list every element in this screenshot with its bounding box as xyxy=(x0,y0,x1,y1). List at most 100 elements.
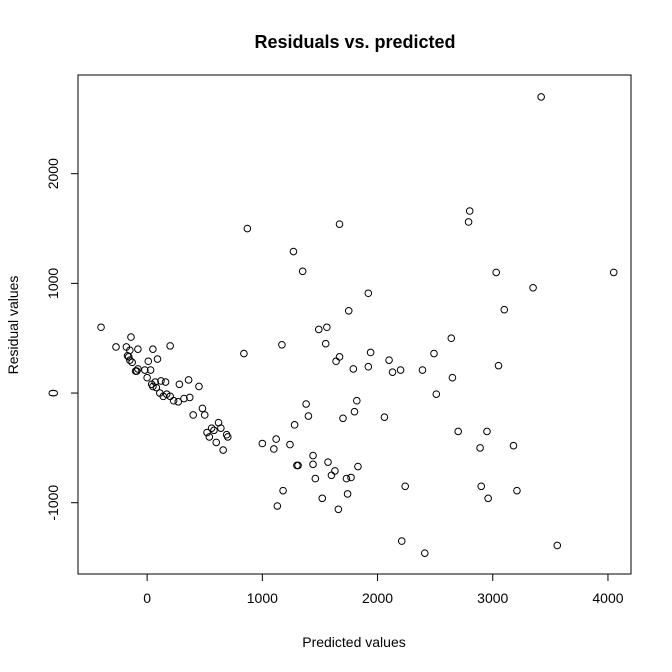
y-tick-label: -1000 xyxy=(45,485,61,521)
x-axis: 0 1000 2000 3000 4000 xyxy=(143,573,624,606)
y-axis: -1000 0 1000 2000 xyxy=(45,158,79,521)
data-point xyxy=(298,267,307,276)
x-tick-label: 1000 xyxy=(247,590,278,606)
data-point xyxy=(334,505,343,514)
data-point xyxy=(553,541,562,550)
data-point xyxy=(169,396,178,405)
chart-title: Residuals vs. predicted xyxy=(254,32,455,52)
data-point xyxy=(175,380,184,389)
data-point xyxy=(332,357,340,366)
data-point xyxy=(203,428,211,437)
data-point xyxy=(128,358,136,367)
data-point xyxy=(454,427,462,436)
data-point xyxy=(180,394,188,403)
data-point xyxy=(500,305,509,314)
data-points xyxy=(97,93,618,557)
data-point xyxy=(483,427,491,436)
data-point xyxy=(286,440,294,449)
data-point xyxy=(342,474,351,483)
data-point xyxy=(290,421,299,429)
data-point xyxy=(354,462,362,471)
data-point xyxy=(112,343,120,351)
data-point xyxy=(212,438,221,447)
data-point xyxy=(418,366,427,374)
data-point xyxy=(289,247,298,256)
data-point xyxy=(97,323,105,332)
data-point xyxy=(270,445,278,453)
data-point xyxy=(397,537,406,545)
data-point xyxy=(153,355,162,363)
data-point xyxy=(195,382,203,391)
data-point xyxy=(279,486,287,495)
data-point xyxy=(311,474,320,483)
data-point xyxy=(304,412,313,420)
x-tick-label: 0 xyxy=(143,590,151,606)
data-point xyxy=(198,404,207,413)
data-point xyxy=(185,393,194,402)
data-point xyxy=(127,333,135,341)
data-point xyxy=(385,356,393,364)
data-point xyxy=(484,494,492,503)
data-point xyxy=(217,424,225,432)
data-point xyxy=(537,93,545,101)
data-point xyxy=(344,306,353,315)
x-tick-label: 3000 xyxy=(477,590,508,606)
data-point xyxy=(309,460,317,469)
data-point xyxy=(149,345,157,353)
data-point xyxy=(343,490,352,498)
y-axis-label: Residual values xyxy=(5,276,21,375)
data-point xyxy=(141,366,149,374)
data-point xyxy=(476,444,484,452)
data-point xyxy=(366,348,375,357)
data-point xyxy=(447,334,456,343)
data-point xyxy=(388,368,397,377)
data-point xyxy=(134,345,142,353)
data-point xyxy=(166,342,174,350)
data-point xyxy=(321,339,330,348)
data-point xyxy=(339,414,347,423)
data-point xyxy=(609,268,618,277)
data-point xyxy=(184,376,193,384)
data-point xyxy=(314,325,323,334)
data-point xyxy=(509,441,518,450)
data-point xyxy=(327,471,336,480)
data-point xyxy=(151,378,159,386)
data-point xyxy=(380,413,389,421)
y-tick-label: 1000 xyxy=(45,268,61,299)
data-point xyxy=(420,549,429,557)
data-point xyxy=(302,400,310,408)
data-point xyxy=(272,435,280,443)
data-point xyxy=(243,224,252,233)
data-point xyxy=(189,411,198,419)
data-point xyxy=(157,377,165,385)
plot-frame xyxy=(77,74,632,575)
data-point xyxy=(465,207,474,215)
x-tick-label: 4000 xyxy=(592,590,623,606)
data-point xyxy=(335,353,344,361)
data-point xyxy=(335,220,344,228)
data-point xyxy=(396,366,405,374)
data-point xyxy=(144,357,153,366)
data-point xyxy=(401,482,409,491)
data-point xyxy=(146,366,155,374)
data-point xyxy=(258,439,267,448)
data-point xyxy=(364,289,373,298)
data-point xyxy=(149,382,157,391)
data-point xyxy=(223,433,232,441)
data-point xyxy=(477,482,486,491)
data-point xyxy=(350,407,359,416)
data-point xyxy=(219,446,227,454)
data-point xyxy=(161,378,170,386)
data-point xyxy=(278,340,286,349)
data-point xyxy=(126,346,134,355)
data-point xyxy=(430,349,438,358)
data-point xyxy=(464,218,473,226)
data-point xyxy=(174,398,183,406)
data-point xyxy=(529,283,537,292)
data-point xyxy=(494,361,503,370)
data-point xyxy=(240,349,248,358)
data-point xyxy=(432,390,441,398)
x-axis-label: Predicted values xyxy=(302,634,406,650)
data-point xyxy=(347,473,355,482)
